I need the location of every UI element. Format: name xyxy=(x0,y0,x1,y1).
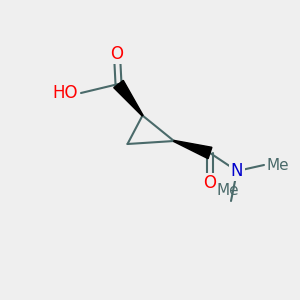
Polygon shape xyxy=(174,140,212,159)
Text: Me: Me xyxy=(267,158,290,172)
Text: Me: Me xyxy=(217,183,239,198)
Text: N: N xyxy=(231,162,243,180)
Text: O: O xyxy=(203,174,217,192)
Text: O: O xyxy=(110,45,124,63)
Text: HO: HO xyxy=(52,84,78,102)
Polygon shape xyxy=(114,80,143,116)
